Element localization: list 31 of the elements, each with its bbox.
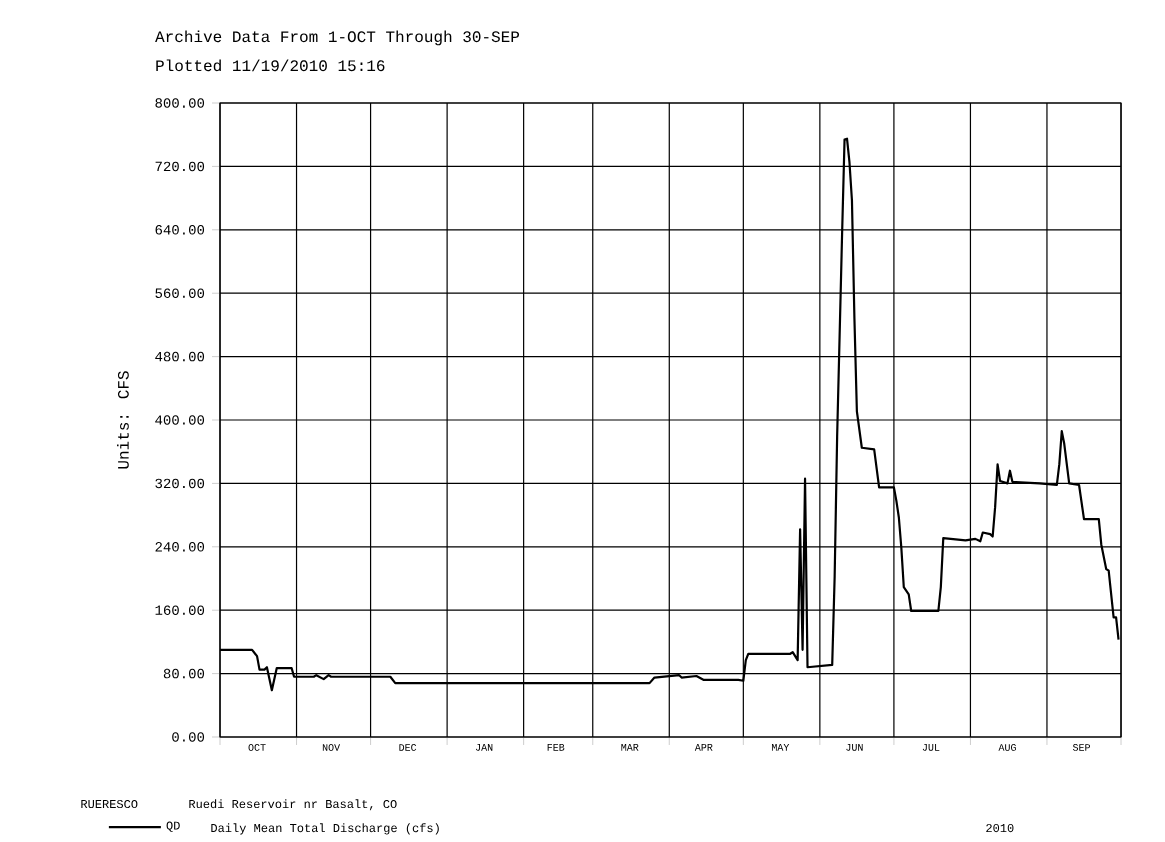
y-tick-label: 0.00	[172, 732, 205, 742]
y-tick-label: 80.00	[163, 668, 205, 679]
y-axis-title: Units: CFS	[117, 371, 129, 469]
x-tick-label: APR	[694, 744, 713, 751]
text: Ruedi Reservoir nr Basalt, CO	[189, 799, 397, 811]
text: 2010	[986, 823, 1014, 833]
chart-title: Archive Data From 1-OCT Through 30-SEP	[155, 30, 520, 46]
y-tick-label: 560.00	[155, 288, 205, 298]
text: RUERESCO	[81, 799, 138, 809]
x-tick-label: OCT	[248, 744, 266, 751]
legend-label: QD	[166, 821, 180, 832]
x-tick-label: MAY	[771, 744, 790, 751]
x-tick-label: MAR	[621, 744, 639, 751]
y-tick-label: 160.00	[155, 605, 205, 615]
x-tick-label: NOV	[322, 744, 341, 751]
chart-subtitle: Plotted 11/19/2010 15:16	[156, 59, 385, 72]
y-tick-label: 240.00	[155, 542, 205, 552]
x-tick-label: FEB	[547, 744, 565, 751]
x-tick-label: JUL	[922, 744, 940, 751]
y-tick-label: 720.00	[155, 161, 205, 172]
text: Daily Mean Total Discharge (cfs)	[211, 823, 439, 835]
y-tick-label: 800.00	[155, 98, 205, 108]
x-tick-label: SEP	[1072, 744, 1090, 751]
x-tick-label: JAN	[475, 744, 493, 751]
x-tick-label: JUN	[846, 744, 863, 751]
x-tick-label: DEC	[399, 744, 417, 751]
y-tick-label: 480.00	[155, 351, 205, 362]
y-tick-label: 320.00	[155, 478, 205, 489]
y-tick-label: 640.00	[155, 225, 205, 235]
x-tick-label: AUG	[998, 744, 1016, 751]
y-tick-label: 400.00	[155, 415, 205, 425]
